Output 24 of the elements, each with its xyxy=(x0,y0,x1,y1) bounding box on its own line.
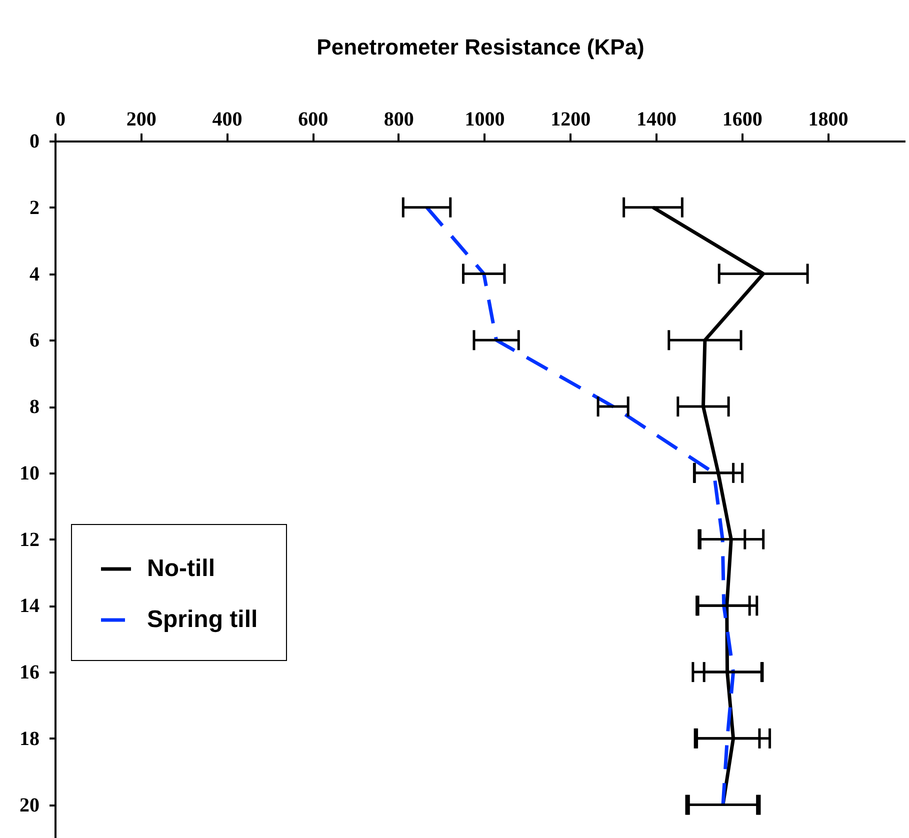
x-tick-label: 0 xyxy=(56,108,66,130)
x-tick-label: 1000 xyxy=(464,108,505,130)
y-tick-label: 10 xyxy=(20,462,40,484)
x-tick-label: 1400 xyxy=(636,108,677,130)
x-tick-label: 1200 xyxy=(550,108,591,130)
x-tick-label: 600 xyxy=(298,108,328,130)
x-tick-label: 1600 xyxy=(722,108,762,130)
x-axis-title: Penetrometer Resistance (KPa) xyxy=(316,34,644,60)
x-tick-label: 1800 xyxy=(808,108,848,130)
y-tick-label: 4 xyxy=(30,263,40,286)
y-tick-label: 12 xyxy=(20,528,40,551)
legend-label: No-till xyxy=(147,555,215,582)
x-tick-label: 400 xyxy=(212,108,242,130)
x-tick-label: 200 xyxy=(126,108,156,130)
y-tick-label: 2 xyxy=(30,196,40,219)
y-tick-label: 8 xyxy=(30,396,40,418)
y-tick-label: 14 xyxy=(20,595,40,618)
y-tick-label: 20 xyxy=(20,794,40,816)
y-tick-label: 6 xyxy=(30,330,40,352)
y-tick-label: 18 xyxy=(20,728,40,750)
x-tick-label: 800 xyxy=(384,108,414,130)
y-tick-label: 0 xyxy=(30,130,40,152)
legend-label: Spring till xyxy=(147,606,258,633)
y-tick-label: 16 xyxy=(20,662,40,684)
